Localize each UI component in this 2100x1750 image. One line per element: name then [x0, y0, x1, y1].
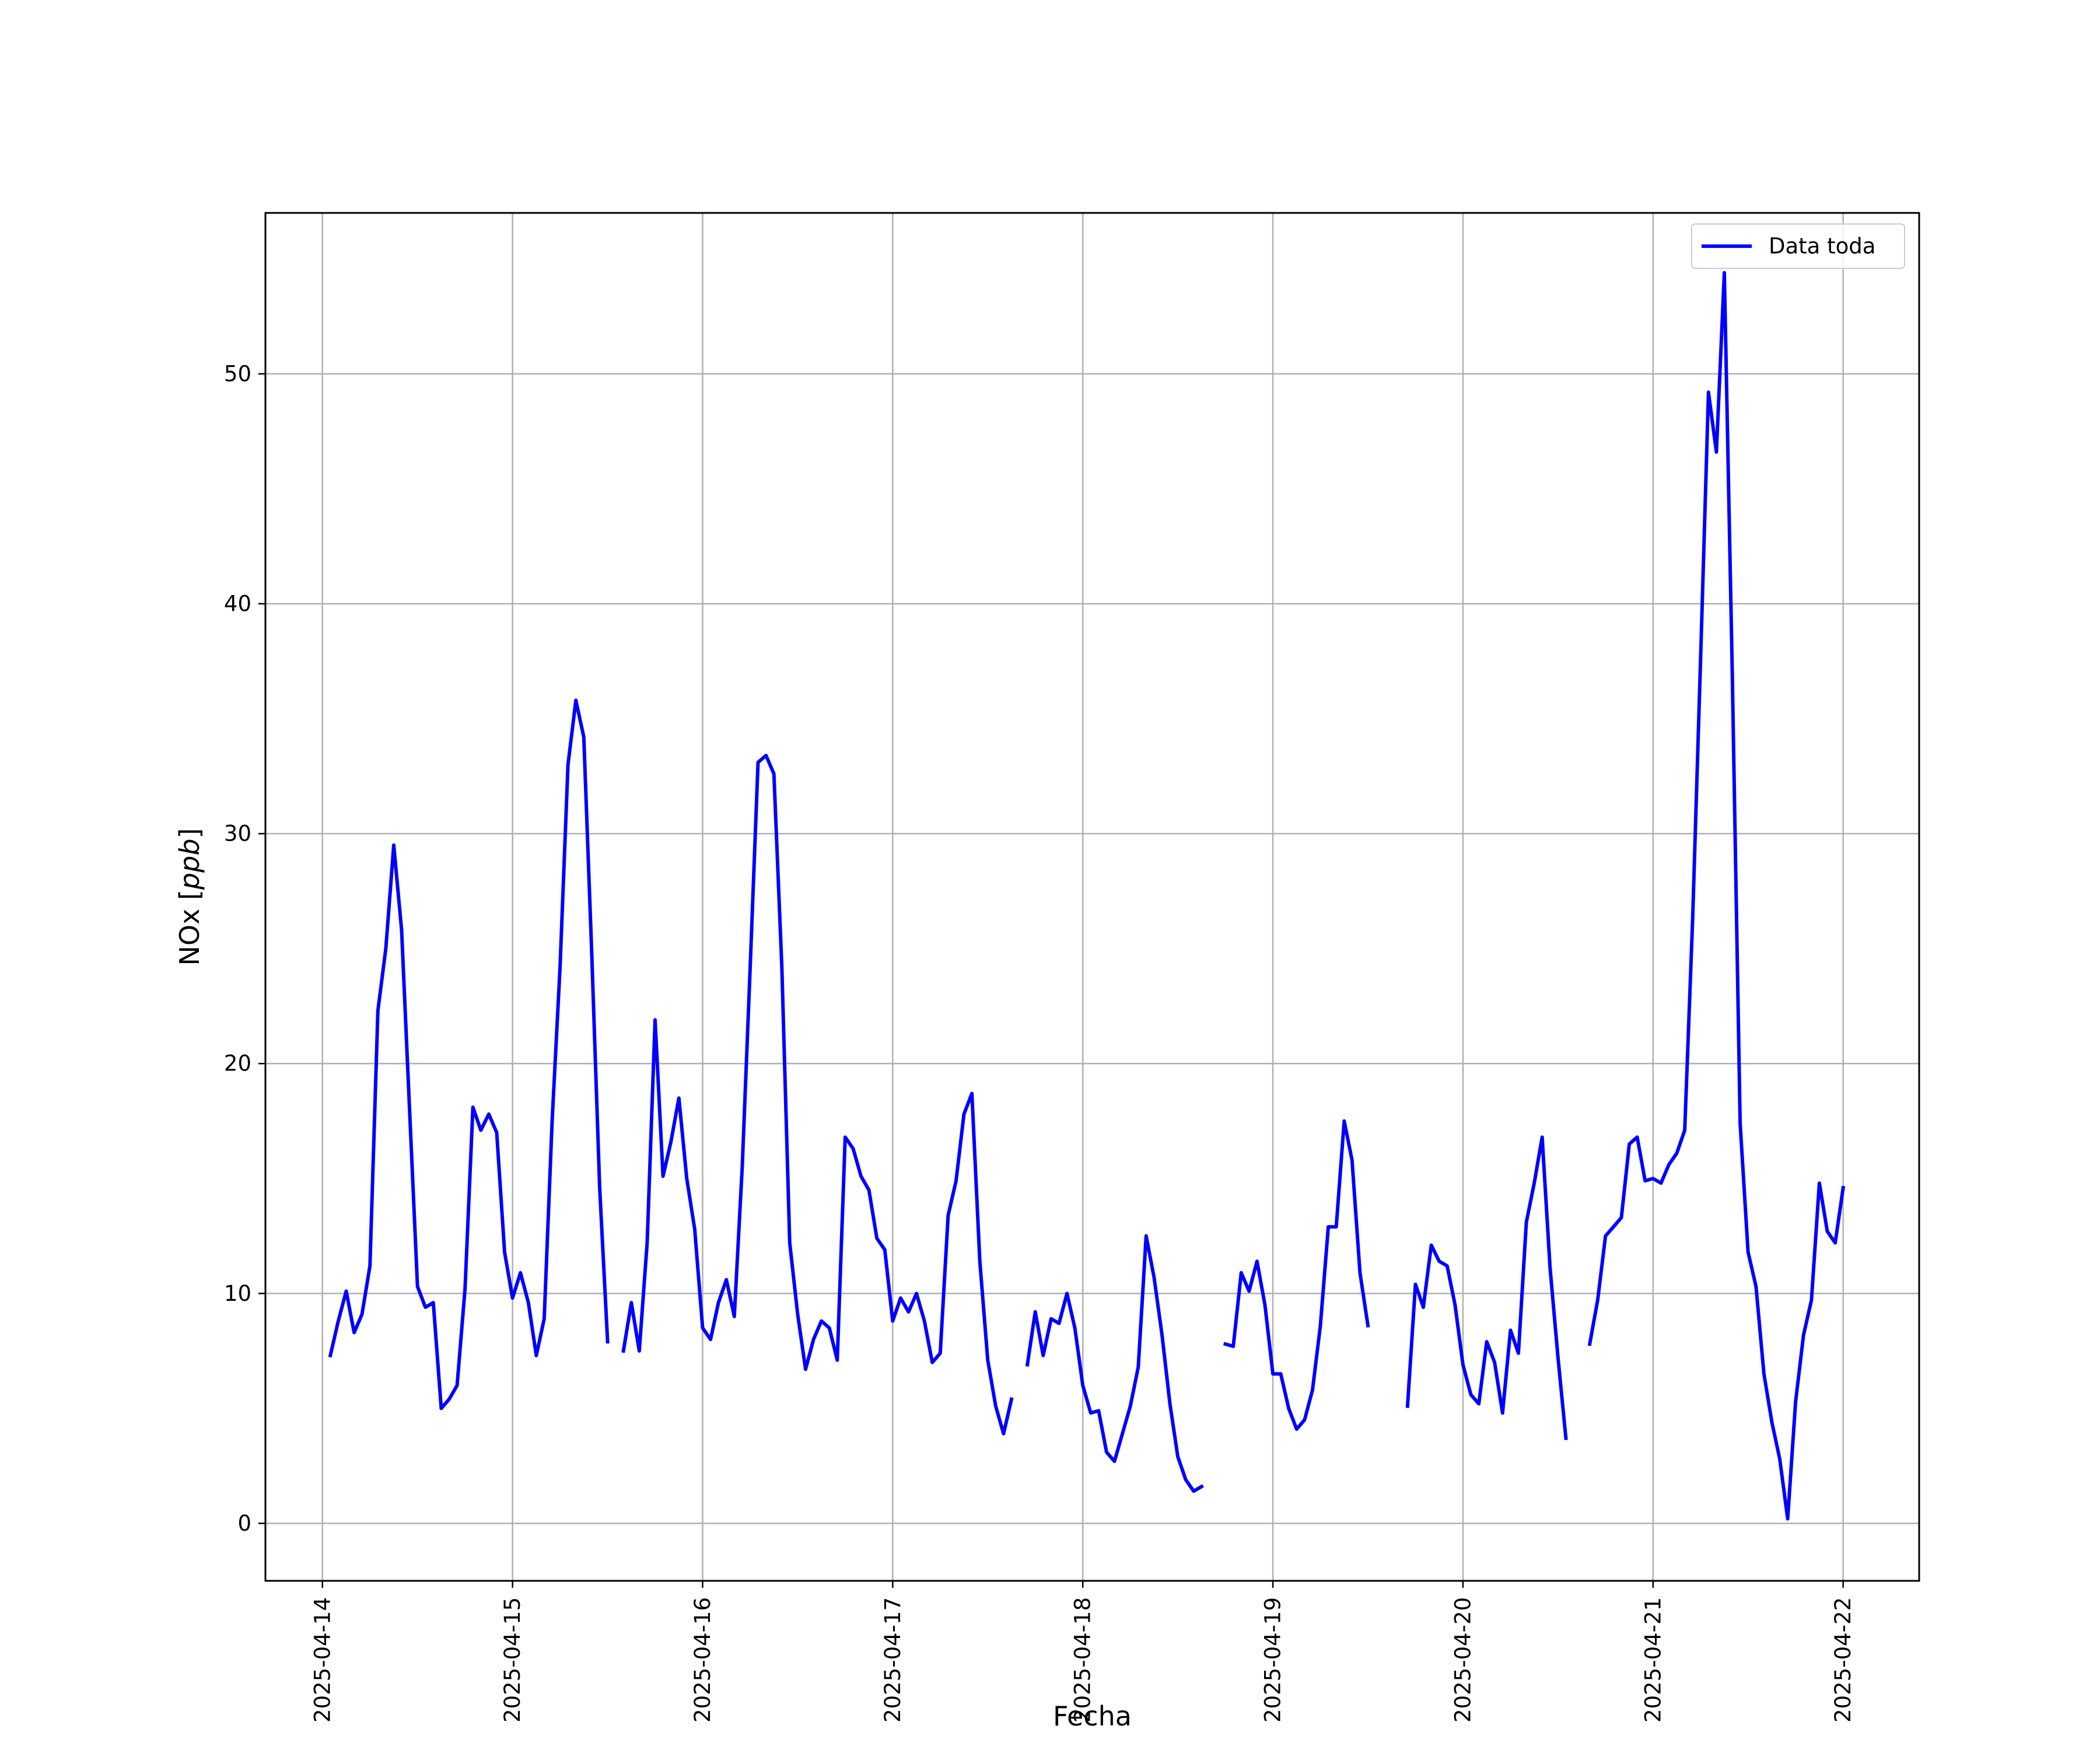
series-line-segment — [1223, 1119, 1370, 1431]
series-data-toda — [328, 271, 1846, 1521]
y-tick-label: 0 — [237, 1511, 251, 1536]
series-line-segment — [621, 754, 1014, 1436]
x-tick-label: 2025-04-14 — [310, 1597, 335, 1723]
y-axis: 0 10 20 30 40 50 — [224, 361, 265, 1536]
x-axis-label: Fecha — [1053, 1700, 1132, 1732]
legend-entry-label: Data toda — [1769, 234, 1875, 259]
y-axis-label-unit: ppb — [174, 838, 205, 890]
series-line-segment — [328, 698, 610, 1410]
y-axis-label-text: NOx [ — [174, 890, 205, 965]
plot-frame — [264, 212, 1920, 1582]
legend: Data toda — [1691, 223, 1905, 269]
y-tick-label: 20 — [224, 1051, 251, 1076]
x-tick-label: 2025-04-18 — [1070, 1597, 1096, 1723]
x-tick-label: 2025-04-17 — [880, 1597, 905, 1723]
x-tick-label: 2025-04-15 — [500, 1597, 525, 1723]
y-axis-label-close: ] — [174, 828, 205, 839]
x-tick-label: 2025-04-22 — [1831, 1597, 1856, 1723]
y-tick-label: 40 — [224, 592, 251, 617]
series-line-segment — [1405, 1135, 1568, 1440]
x-axis: 2025-04-14 2025-04-15 2025-04-16 2025-04-17… — [310, 1581, 1856, 1723]
x-tick-label: 2025-04-20 — [1450, 1597, 1475, 1723]
series-line-segment — [1025, 1234, 1205, 1493]
series-line-segment — [1587, 271, 1846, 1521]
y-tick-label: 30 — [224, 821, 251, 846]
x-tick-label: 2025-04-16 — [690, 1597, 715, 1723]
x-tick-label: 2025-04-19 — [1261, 1597, 1286, 1723]
y-axis-label: NOx [ppb] — [174, 828, 205, 966]
y-tick-label: 10 — [224, 1281, 251, 1306]
y-tick-label: 50 — [224, 361, 251, 386]
x-tick-label: 2025-04-21 — [1640, 1597, 1665, 1723]
grid-lines — [265, 213, 1919, 1581]
legend-box — [1691, 223, 1905, 269]
